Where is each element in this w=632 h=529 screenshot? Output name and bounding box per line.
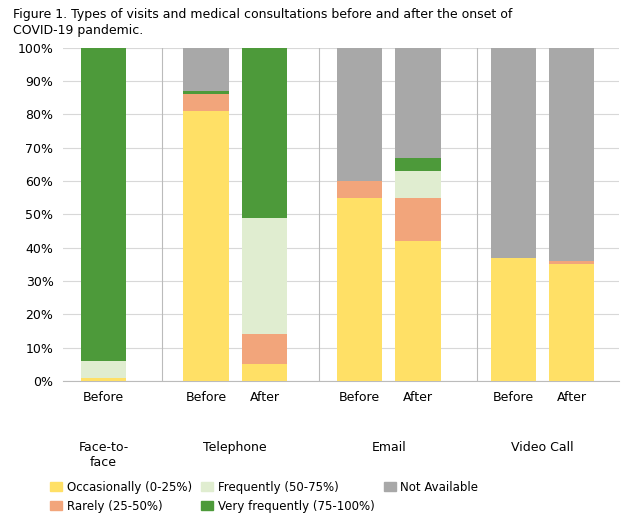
Bar bbox=[490, 48, 536, 258]
Bar bbox=[396, 197, 441, 241]
Bar bbox=[183, 94, 229, 111]
Bar bbox=[242, 364, 287, 381]
Bar bbox=[396, 158, 441, 171]
Text: Figure 1. Types of visits and medical consultations before and after the onset o: Figure 1. Types of visits and medical co… bbox=[13, 8, 512, 21]
Text: COVID-19 pandemic.: COVID-19 pandemic. bbox=[13, 24, 143, 37]
Bar bbox=[337, 48, 382, 181]
Legend: Occasionally (0-25%), Rarely (25-50%), Frequently (50-75%), Very frequently (75-: Occasionally (0-25%), Rarely (25-50%), F… bbox=[50, 481, 478, 513]
Bar bbox=[242, 217, 287, 334]
Bar bbox=[396, 241, 441, 381]
Bar bbox=[183, 91, 229, 94]
Text: Email: Email bbox=[372, 441, 406, 454]
Bar bbox=[396, 171, 441, 197]
Text: Video Call: Video Call bbox=[511, 441, 574, 454]
Bar bbox=[490, 258, 536, 381]
Bar bbox=[81, 378, 126, 381]
Text: Telephone: Telephone bbox=[204, 441, 267, 454]
Bar bbox=[549, 48, 595, 261]
Bar bbox=[81, 48, 126, 361]
Text: Face-to-
face: Face-to- face bbox=[78, 441, 128, 469]
Bar bbox=[183, 111, 229, 381]
Bar bbox=[549, 261, 595, 264]
Bar bbox=[242, 334, 287, 364]
Bar bbox=[183, 48, 229, 91]
Bar bbox=[396, 48, 441, 158]
Bar bbox=[337, 197, 382, 381]
Bar bbox=[549, 264, 595, 381]
Bar bbox=[242, 48, 287, 217]
Bar bbox=[337, 181, 382, 197]
Bar bbox=[81, 361, 126, 378]
